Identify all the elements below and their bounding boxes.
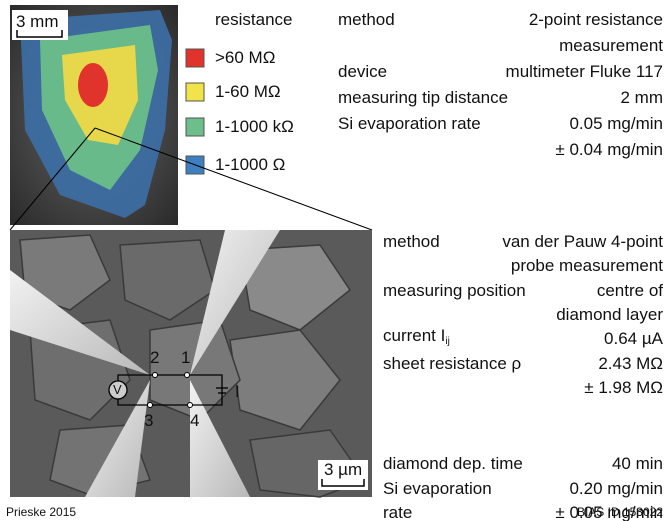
legend-label: 1-1000 kΩ	[215, 117, 294, 137]
row-label: diamond dep. time	[383, 454, 523, 474]
row-value: 40 min	[612, 454, 663, 474]
row-value: 0.05 mg/min	[569, 114, 663, 134]
row-value: centre of	[597, 281, 663, 301]
row-value: probe measurement	[511, 256, 663, 276]
row-value: 2-point resistance	[529, 10, 663, 30]
row-label: Si evaporation	[383, 479, 492, 499]
legend-swatch	[186, 49, 204, 67]
scalebar-label: 3 mm	[16, 12, 59, 32]
legend-label: 1-60 MΩ	[215, 82, 281, 102]
row-label: method	[338, 10, 395, 30]
legend-swatch	[186, 83, 204, 101]
row-value: measurement	[559, 36, 663, 56]
voltmeter-label: V	[113, 380, 122, 400]
footer-author: Prieske 2015	[6, 502, 76, 521]
region-red	[78, 63, 108, 107]
contact-label: 2	[150, 348, 159, 368]
legend-label: 1-1000 Ω	[215, 155, 285, 175]
row-value: multimeter Fluke 117	[506, 62, 663, 82]
figure: 3 mm 3 µm 2 1 3 4 V I resistance >60 MΩ …	[0, 0, 669, 521]
scalebar-label: 3 µm	[324, 460, 362, 480]
contact-label: 1	[181, 348, 190, 368]
label-subscript: ij	[445, 336, 449, 347]
row-value: ± 0.05 mg/min	[555, 503, 663, 521]
row-label: device	[338, 62, 387, 82]
contact-label: 3	[144, 411, 153, 431]
row-label: measuring tip distance	[338, 88, 508, 108]
row-value: ± 1.98 MΩ	[584, 378, 663, 398]
row-label: current Iij	[383, 326, 450, 352]
row-value: 2 mm	[621, 88, 664, 108]
row-label: rate	[383, 503, 412, 521]
row-label: sheet resistance ρ	[383, 354, 521, 374]
row-value: 0.64 µA	[604, 329, 663, 349]
legend-title: resistance	[215, 10, 292, 30]
row-value: ± 0.04 mg/min	[555, 140, 663, 160]
row-label: method	[383, 232, 440, 252]
row-value: 0.20 mg/min	[569, 479, 663, 499]
row-value: diamond layer	[556, 305, 663, 325]
row-value: 2.43 MΩ	[598, 354, 663, 374]
legend-swatch	[186, 118, 204, 136]
contact-label: 4	[190, 411, 199, 431]
row-value: van der Pauw 4-point	[502, 232, 663, 252]
current-source-label: I	[235, 382, 240, 402]
row-label: Si evaporation rate	[338, 114, 481, 134]
row-label: measuring position	[383, 281, 526, 301]
legend-label: >60 MΩ	[215, 48, 275, 68]
